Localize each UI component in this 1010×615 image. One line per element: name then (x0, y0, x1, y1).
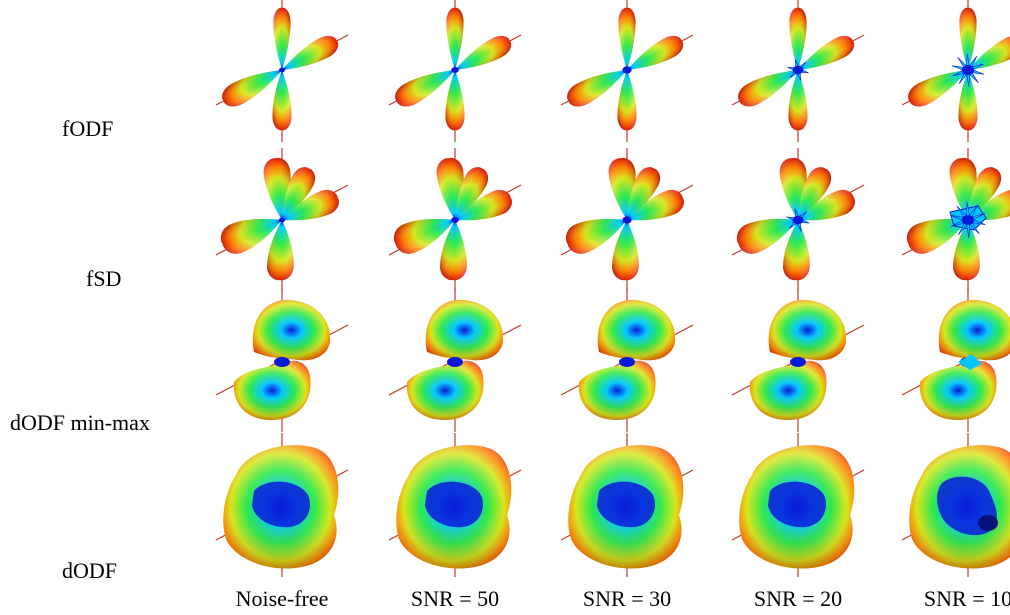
glyph-centre (274, 357, 290, 367)
glyph-centre (279, 67, 285, 73)
glyph-centre (622, 66, 632, 74)
column-label-0: Noise-free (235, 586, 329, 611)
glyph-centre (447, 357, 463, 367)
glyph-centre (792, 215, 804, 225)
dodf-core (597, 481, 655, 528)
dodf-core (425, 481, 483, 528)
glyph-dodf-4 (901, 433, 1010, 577)
glyph-dodf-3 (731, 433, 865, 577)
column-label-3: SNR = 20 (753, 586, 843, 611)
glyph-centre (622, 216, 632, 224)
glyph-dodf-2 (560, 433, 694, 577)
column-label-2: SNR = 30 (582, 586, 672, 611)
glyph-dodf-1 (388, 433, 522, 577)
glyph-centre (961, 215, 975, 225)
row-label-fsd: fSD (86, 266, 122, 291)
noise-artifact (978, 515, 998, 531)
glyph-minmax-4 (901, 288, 1010, 432)
glyph-centre (619, 357, 635, 367)
glyph-centre (451, 66, 459, 74)
noise-artifact (958, 354, 982, 370)
glyph-centre (790, 357, 806, 367)
glyph-centre (792, 65, 804, 75)
glyph-fsd-4 (901, 148, 1010, 292)
glyph-fodf-1 (388, 0, 522, 142)
glyph-minmax-2 (560, 288, 694, 432)
glyph-fodf-0 (215, 0, 349, 142)
glyph-fodf-2 (560, 0, 694, 142)
dodf-core (252, 481, 310, 528)
column-label-1: SNR = 50 (410, 586, 500, 611)
glyph-minmax-1 (388, 288, 522, 432)
glyph-dodf-0 (215, 433, 349, 577)
row-label-dodf: dODF (62, 558, 118, 583)
glyph-fodf-4 (901, 0, 1010, 142)
glyph-centre (451, 216, 459, 224)
glyph-centre (279, 217, 285, 223)
row-label-minmax: dODF min-max (10, 410, 150, 435)
row-label-fodf: fODF (62, 116, 114, 141)
glyph-fsd-0 (215, 148, 349, 292)
glyph-minmax-3 (731, 288, 865, 432)
glyph-fsd-1 (388, 148, 522, 292)
dodf-core (768, 481, 826, 528)
glyph-fodf-3 (731, 0, 865, 142)
glyph-minmax-0 (215, 288, 349, 432)
glyph-fsd-3 (731, 148, 865, 292)
glyph-centre (961, 65, 975, 75)
glyph-fsd-2 (560, 148, 694, 292)
column-label-4: SNR = 10 (923, 586, 1010, 611)
